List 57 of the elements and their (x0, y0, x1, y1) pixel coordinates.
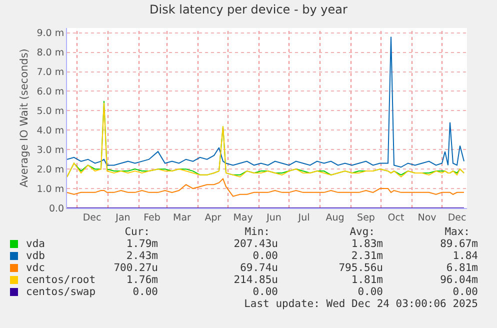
text: 207.43u (234, 238, 278, 250)
x-tick-label: Jun (266, 212, 282, 224)
text: 795.56u (338, 262, 383, 274)
x-tick-label: Nov (418, 212, 437, 224)
text: 1.76m (126, 274, 158, 286)
y-tick-label: 7.0 m (36, 67, 64, 78)
text: 69.74u (240, 262, 278, 274)
line-series (67, 178, 464, 197)
y-tick-label: 9.0 m (36, 28, 64, 40)
x-tick-label: Mar (173, 212, 192, 224)
line-series (67, 36, 464, 168)
x-tick-label: Jan (114, 212, 130, 224)
text: 89.67m (440, 238, 478, 250)
text: Last update: Wed Dec 24 03:00:06 2025 (244, 298, 478, 310)
x-tick-label: Dec (448, 212, 466, 224)
y-tick-label: 3.0 m (36, 144, 64, 156)
text: 1.83m (351, 238, 383, 250)
text: 0.00 (252, 250, 278, 262)
text: 6.81m (446, 262, 478, 274)
text: 1.79m (126, 238, 158, 250)
text: 1.84 (452, 250, 478, 262)
x-tick-label: Oct (388, 212, 404, 224)
legend-label: centos/swap (26, 286, 96, 298)
y-tick-label: 5.0 m (36, 106, 64, 118)
x-tick-label: Feb (144, 212, 160, 224)
x-tick-label: May (233, 212, 254, 224)
y-tick-label: 1.0 m (36, 184, 64, 195)
text: 0.00 (452, 286, 478, 298)
text: 1.81m (351, 274, 383, 286)
x-tick-label: Sep (357, 212, 375, 224)
chart-title: Disk latency per device - by year (150, 2, 348, 16)
text: 0.00 (132, 286, 158, 298)
text: Max: (444, 226, 470, 238)
y-tick-label: 4.0 m (36, 125, 64, 136)
x-tick-label: Apr (204, 212, 222, 224)
text: 2.43m (126, 250, 158, 262)
text: 2.31m (351, 250, 383, 262)
text: Cur: (124, 226, 150, 238)
text: 0.00 (252, 286, 278, 298)
x-tick-label: Dec (82, 212, 102, 224)
x-tick-label: Jul (297, 212, 310, 224)
text: Avg: (350, 226, 375, 238)
legend-label: vdc (26, 262, 45, 274)
text: 700.27u (114, 262, 158, 274)
y-tick-label: 6.0 m (36, 86, 64, 98)
text: 214.85u (234, 274, 278, 286)
text: 0.00 (358, 286, 383, 298)
y-tick-label: 8.0 m (36, 48, 64, 59)
text: Min: (244, 226, 270, 238)
legend-label: vdb (26, 250, 45, 262)
y-tick-label: 2.0 m (36, 164, 64, 176)
x-tick-label: Aug (326, 212, 344, 224)
legend-label: centos/root (26, 274, 96, 286)
y-axis-title: Average IO Wait (seconds) (18, 48, 31, 188)
y-tick-label: 0.0 (48, 203, 64, 214)
text: 96.04m (440, 274, 478, 286)
legend-label: vda (26, 238, 45, 250)
